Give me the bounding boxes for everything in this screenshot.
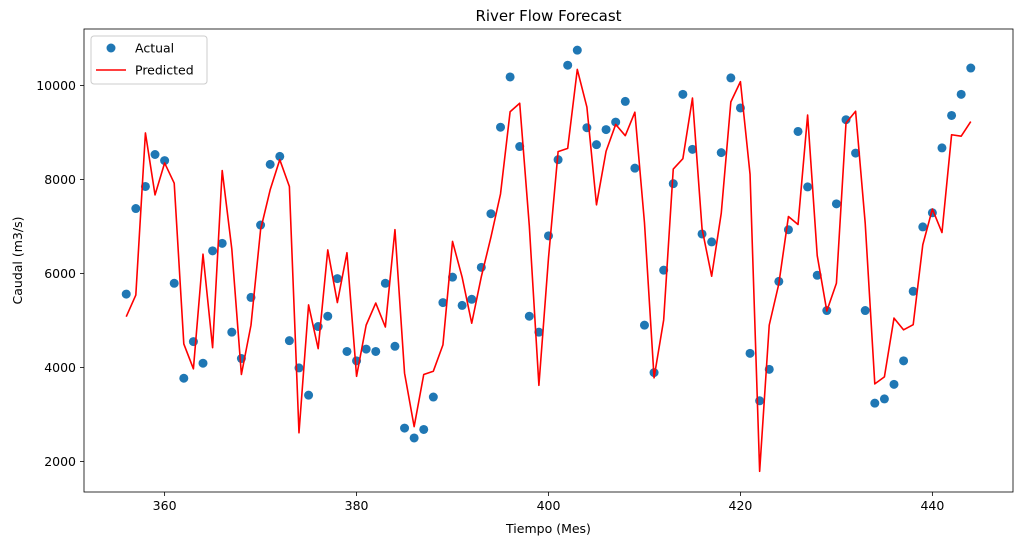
y-tick-label: 10000 (36, 78, 76, 93)
actual-point (563, 60, 573, 70)
actual-point (879, 394, 889, 404)
actual-point (860, 306, 870, 316)
actual-point (131, 204, 141, 214)
actual-point (496, 122, 506, 132)
actual-point (726, 73, 736, 83)
actual-point (467, 294, 477, 304)
actual-point (803, 182, 813, 192)
actual-point (601, 125, 611, 135)
actual-point (582, 123, 592, 133)
actual-point (956, 89, 966, 99)
actual-point (783, 225, 793, 235)
actual-point (409, 433, 419, 443)
x-tick-label: 400 (537, 498, 561, 513)
actual-point (937, 143, 947, 153)
plot-area (121, 45, 976, 473)
actual-point (217, 238, 227, 248)
legend-marker-actual (106, 43, 116, 53)
actual-point (419, 424, 429, 434)
actual-point (534, 327, 544, 337)
actual-point (390, 341, 400, 351)
actual-point (121, 289, 131, 299)
actual-point (160, 156, 170, 166)
x-tick-label: 420 (729, 498, 753, 513)
chart-title: River Flow Forecast (475, 7, 621, 25)
x-tick-label: 440 (920, 498, 944, 513)
actual-point (908, 286, 918, 296)
actual-point (342, 346, 352, 356)
y-tick-label: 4000 (44, 360, 76, 375)
actual-point (304, 390, 314, 400)
actual-point (870, 398, 880, 408)
actual-point (428, 392, 438, 402)
actual-point (611, 117, 621, 127)
actual-point (323, 311, 333, 321)
actual-point (889, 379, 899, 389)
actual-point (208, 246, 218, 256)
actual-point (620, 96, 630, 106)
actual-point (361, 344, 371, 354)
y-tick-label: 2000 (44, 454, 76, 469)
actual-point (899, 356, 909, 366)
actual-point (639, 320, 649, 330)
actual-point (947, 110, 957, 120)
actual-point (745, 348, 755, 358)
actual-point (668, 179, 678, 189)
actual-point (169, 278, 179, 288)
actual-point (716, 148, 726, 158)
actual-point (707, 237, 717, 247)
legend-label-actual: Actual (135, 41, 174, 56)
legend-box (90, 35, 208, 85)
predicted-line (125, 68, 972, 473)
series-actual (121, 45, 976, 443)
x-axis: 360 380 400 420 440 (153, 492, 944, 513)
actual-point (524, 311, 534, 321)
actual-point (448, 272, 458, 282)
actual-point (438, 298, 448, 308)
actual-point (371, 346, 381, 356)
x-axis-label: Tiempo (Mes) (505, 521, 591, 536)
actual-point (150, 150, 160, 160)
actual-point (179, 373, 189, 383)
actual-point (505, 72, 515, 82)
actual-point (227, 327, 237, 337)
actual-point (198, 358, 208, 368)
y-tick-label: 8000 (44, 172, 76, 187)
actual-point (515, 142, 525, 152)
legend: Actual Predicted (90, 35, 208, 85)
y-axis: 2000 4000 6000 8000 10000 (36, 78, 84, 469)
actual-point (265, 159, 275, 169)
legend-label-predicted: Predicted (135, 63, 194, 78)
actual-point (332, 274, 342, 284)
actual-point (400, 423, 410, 433)
actual-point (572, 45, 582, 55)
actual-point (284, 336, 294, 346)
actual-point (591, 140, 601, 150)
actual-point (275, 151, 285, 161)
actual-point (486, 209, 496, 219)
x-tick-label: 380 (345, 498, 369, 513)
actual-point (841, 115, 851, 125)
y-axis-label: Caudal (m3/s) (10, 217, 25, 305)
actual-point (831, 199, 841, 209)
actual-point (966, 63, 976, 73)
actual-point (793, 126, 803, 136)
actual-point (678, 89, 688, 99)
actual-point (918, 222, 928, 232)
actual-point (630, 163, 640, 173)
actual-point (380, 278, 390, 288)
y-tick-label: 6000 (44, 266, 76, 281)
actual-point (851, 148, 861, 158)
actual-point (544, 231, 553, 241)
actual-point (687, 144, 697, 154)
x-tick-label: 360 (153, 498, 177, 513)
actual-point (457, 300, 467, 310)
